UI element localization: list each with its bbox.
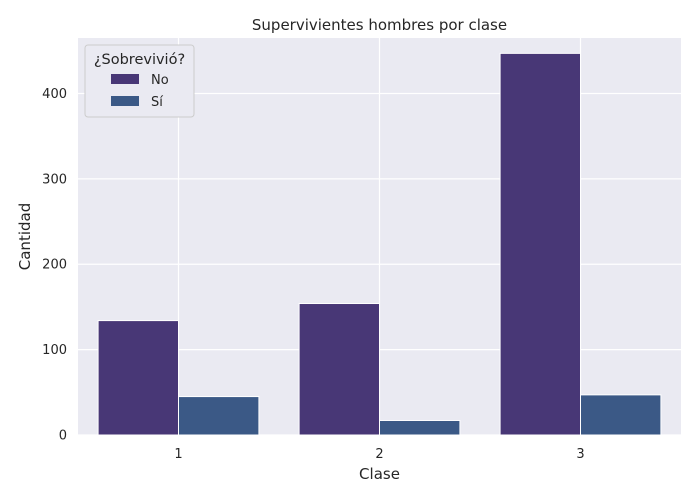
- x-tick-label: 1: [174, 447, 182, 462]
- x-axis-label: Clase: [359, 465, 400, 483]
- bar-no-clase-2: [298, 303, 381, 436]
- x-tick-label: 2: [375, 447, 383, 462]
- legend-swatch-no: [111, 74, 139, 84]
- y-tick-label: 0: [59, 429, 67, 444]
- legend-title: ¿Sobrevivió?: [94, 52, 185, 68]
- bar-no-clase-1: [97, 320, 179, 436]
- x-axis-ticks: 1 2 3: [174, 447, 584, 462]
- y-axis-label: Cantidad: [16, 203, 34, 270]
- legend: ¿Sobrevivió? No Sí: [84, 44, 195, 118]
- y-axis-ticks: 0 100 200 300 400: [42, 87, 67, 444]
- y-tick-label: 200: [42, 258, 67, 273]
- bar-si-clase-2: [379, 419, 461, 436]
- legend-label-no: No: [151, 73, 169, 88]
- x-tick-label: 3: [576, 447, 584, 462]
- bar-si-clase-3: [580, 394, 662, 436]
- bar-si-clase-1: [178, 396, 260, 436]
- legend-label-si: Sí: [151, 95, 163, 110]
- bars: [97, 52, 662, 436]
- chart-title: Supervivientes hombres por clase: [252, 16, 507, 34]
- bar-no-clase-3: [499, 52, 582, 436]
- legend-swatch-si: [111, 96, 139, 106]
- y-tick-label: 400: [42, 87, 67, 102]
- y-tick-label: 300: [42, 172, 67, 187]
- y-tick-label: 100: [42, 343, 67, 358]
